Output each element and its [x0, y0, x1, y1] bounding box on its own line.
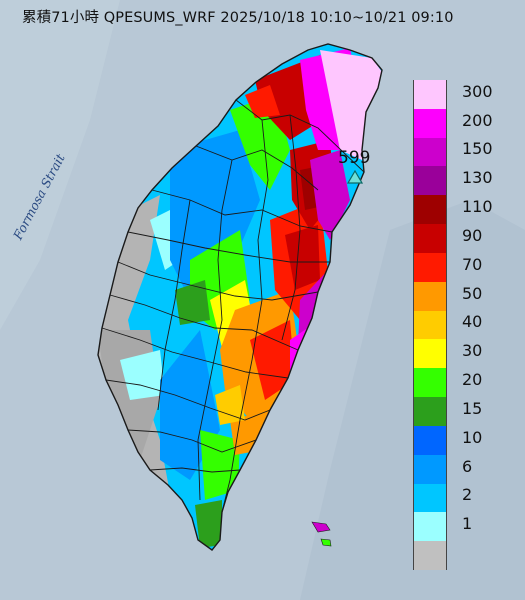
legend-label: 200: [462, 110, 493, 130]
sea-relief-west: [0, 0, 120, 330]
legend-swatch: [414, 368, 446, 398]
rainfall-legend: [413, 80, 447, 571]
legend-label: 130: [462, 168, 493, 188]
legend-swatch: [414, 166, 446, 196]
legend-label: 10: [462, 427, 483, 447]
legend-label: 50: [462, 283, 483, 303]
legend-label: 90: [462, 225, 483, 245]
legend-swatch: [414, 137, 446, 167]
legend-label: 2: [462, 485, 473, 505]
legend-swatch: [414, 281, 446, 312]
taiwan-coastline: [97, 43, 383, 551]
legend-label: 15: [462, 398, 483, 418]
legend-swatch: [414, 483, 446, 513]
orchid-island: [320, 538, 332, 547]
legend-swatch: [414, 108, 446, 139]
green-island: [311, 521, 331, 533]
county-boundaries: [101, 99, 365, 513]
legend-swatch: [414, 397, 446, 427]
legend-label: 150: [462, 139, 493, 159]
legend-swatch: [414, 512, 446, 542]
legend-swatch: [414, 339, 446, 369]
legend-swatch: [414, 80, 446, 110]
legend-label: 30: [462, 341, 483, 361]
legend-label: 70: [462, 254, 483, 274]
legend-swatch: [414, 224, 446, 254]
max-rainfall-value: 599: [338, 148, 371, 168]
legend-label: 1: [462, 514, 473, 534]
legend-label: 20: [462, 370, 483, 390]
triangle-marker-icon: [347, 170, 363, 184]
map-title: 累積71小時 QPESUMS_WRF 2025/10/18 10:10~10/2…: [22, 10, 454, 26]
legend-label: 40: [462, 312, 483, 332]
legend-label: 6: [462, 456, 473, 476]
legend-swatch: [414, 541, 446, 571]
legend-label: 110: [462, 197, 493, 217]
legend-swatch: [414, 252, 446, 283]
legend-label: 300: [462, 81, 493, 101]
legend-swatch: [414, 425, 446, 456]
legend-swatch: [414, 195, 446, 225]
sea-relief-east: [300, 200, 525, 600]
legend-swatch: [414, 454, 446, 485]
legend-swatch: [414, 310, 446, 340]
